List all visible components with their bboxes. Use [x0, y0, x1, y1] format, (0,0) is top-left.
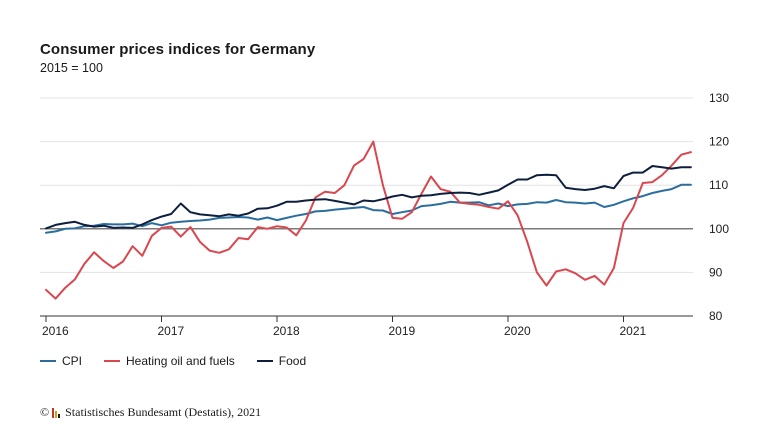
- legend-label-heating-oil: Heating oil and fuels: [126, 354, 235, 368]
- legend-swatch-heating-oil: [104, 360, 121, 362]
- series-layer: [45, 140, 692, 300]
- legend-item-cpi: CPI: [40, 354, 82, 368]
- legend-swatch-food: [256, 360, 273, 362]
- legend-item-food: Food: [256, 354, 307, 368]
- legend-label-food: Food: [278, 354, 307, 368]
- grid-layer: [40, 97, 693, 273]
- source-note: © Statistisches Bundesamt (Destatis), 20…: [40, 405, 261, 420]
- legend-item-heating-oil: Heating oil and fuels: [104, 354, 235, 368]
- chart-subtitle: 2015 = 100: [40, 61, 103, 75]
- series-line-heating-oil-and-fuels: [45, 140, 692, 300]
- y-tick-label: 120: [709, 135, 729, 149]
- legend-label-cpi: CPI: [62, 354, 83, 368]
- x-tick-label: 2019: [389, 324, 416, 338]
- x-tick-label: 2016: [42, 324, 69, 338]
- y-tick-label: 80: [709, 309, 723, 323]
- copyright-symbol: ©: [40, 405, 50, 419]
- source-text: Statistisches Bundesamt (Destatis), 2021: [65, 405, 262, 419]
- legend: CPI Heating oil and fuels Food: [40, 354, 328, 368]
- x-tick-label: 2018: [273, 324, 300, 338]
- x-tick-label: 2021: [620, 324, 647, 338]
- chart-title: Consumer prices indices for Germany: [40, 41, 316, 58]
- y-tick-label: 110: [709, 178, 728, 192]
- y-tick-label: 130: [709, 91, 729, 105]
- series-line-food: [45, 165, 692, 230]
- destatis-logo-icon: [52, 407, 61, 418]
- y-tick-label: 90: [709, 265, 723, 279]
- series-line-cpi: [45, 183, 692, 234]
- legend-swatch-cpi: [40, 360, 56, 362]
- x-tick-label: 2017: [158, 324, 185, 338]
- y-tick-label: 100: [709, 222, 729, 236]
- x-tick-label: 2020: [504, 324, 531, 338]
- axis-layer: 80 90 100 110 120 130 2016 2017 2018 2019 2020 2021: [40, 91, 729, 338]
